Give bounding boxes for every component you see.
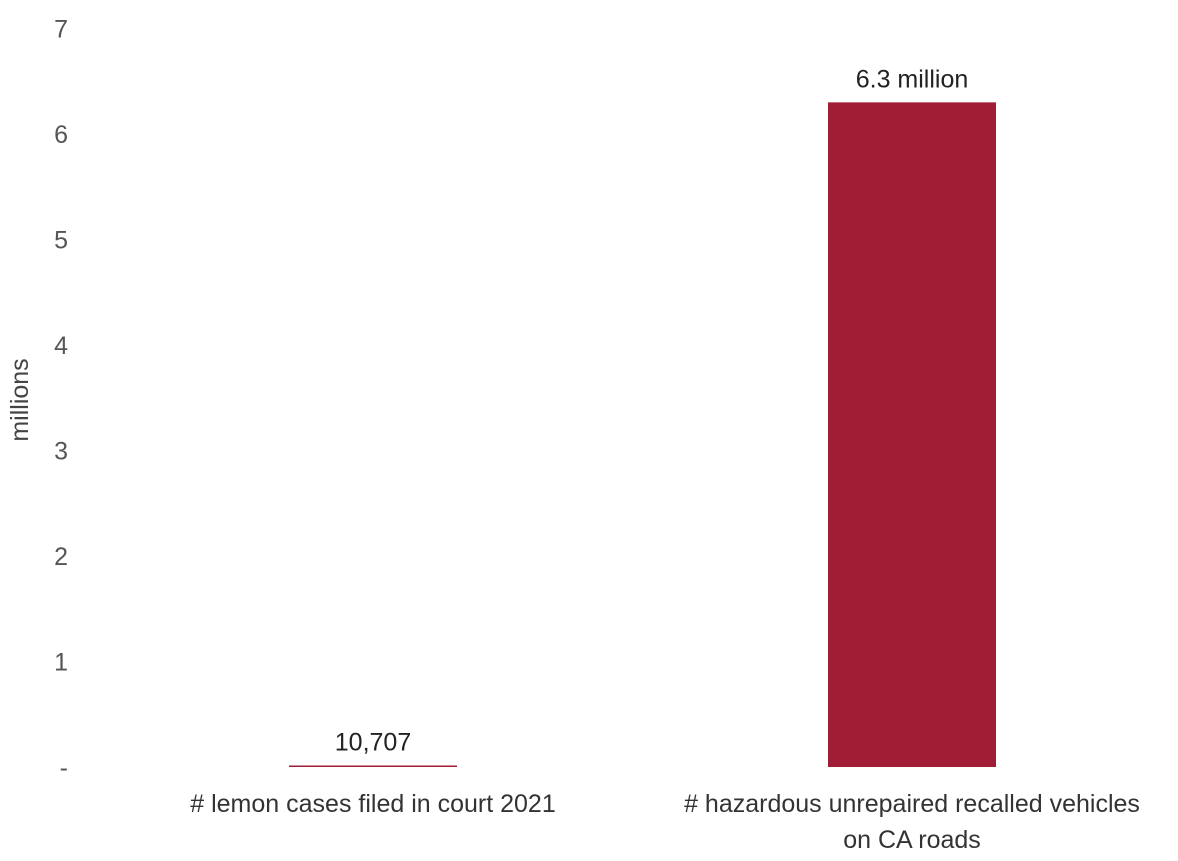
y-tick-label: 3	[54, 438, 68, 466]
x-category-label: # lemon cases filed in court 2021	[190, 790, 556, 818]
category-labels-group: # lemon cases filed in court 2021 # hazar…	[190, 790, 1140, 854]
y-tick-label: -	[60, 754, 68, 782]
bar	[828, 102, 996, 768]
bar	[289, 765, 457, 767]
y-tick-label: 6	[54, 121, 68, 149]
y-tick-label: 5	[54, 227, 68, 255]
y-axis-title: millions	[6, 358, 34, 441]
data-labels-group: 10,707 6.3 million	[335, 65, 969, 756]
x-category-label: # hazardous unrepaired recalled vehicles	[684, 790, 1140, 818]
bar-data-label: 6.3 million	[856, 65, 969, 93]
y-axis-ticks: - 1 2 3 4 5 6 7	[54, 16, 68, 783]
x-category-label: on CA roads	[843, 826, 981, 854]
y-tick-label: 4	[54, 332, 68, 360]
y-tick-label: 1	[54, 649, 68, 677]
bar-data-label: 10,707	[335, 729, 411, 757]
y-tick-label: 2	[54, 543, 68, 571]
y-tick-label: 7	[54, 16, 68, 44]
bars-group	[289, 102, 996, 768]
